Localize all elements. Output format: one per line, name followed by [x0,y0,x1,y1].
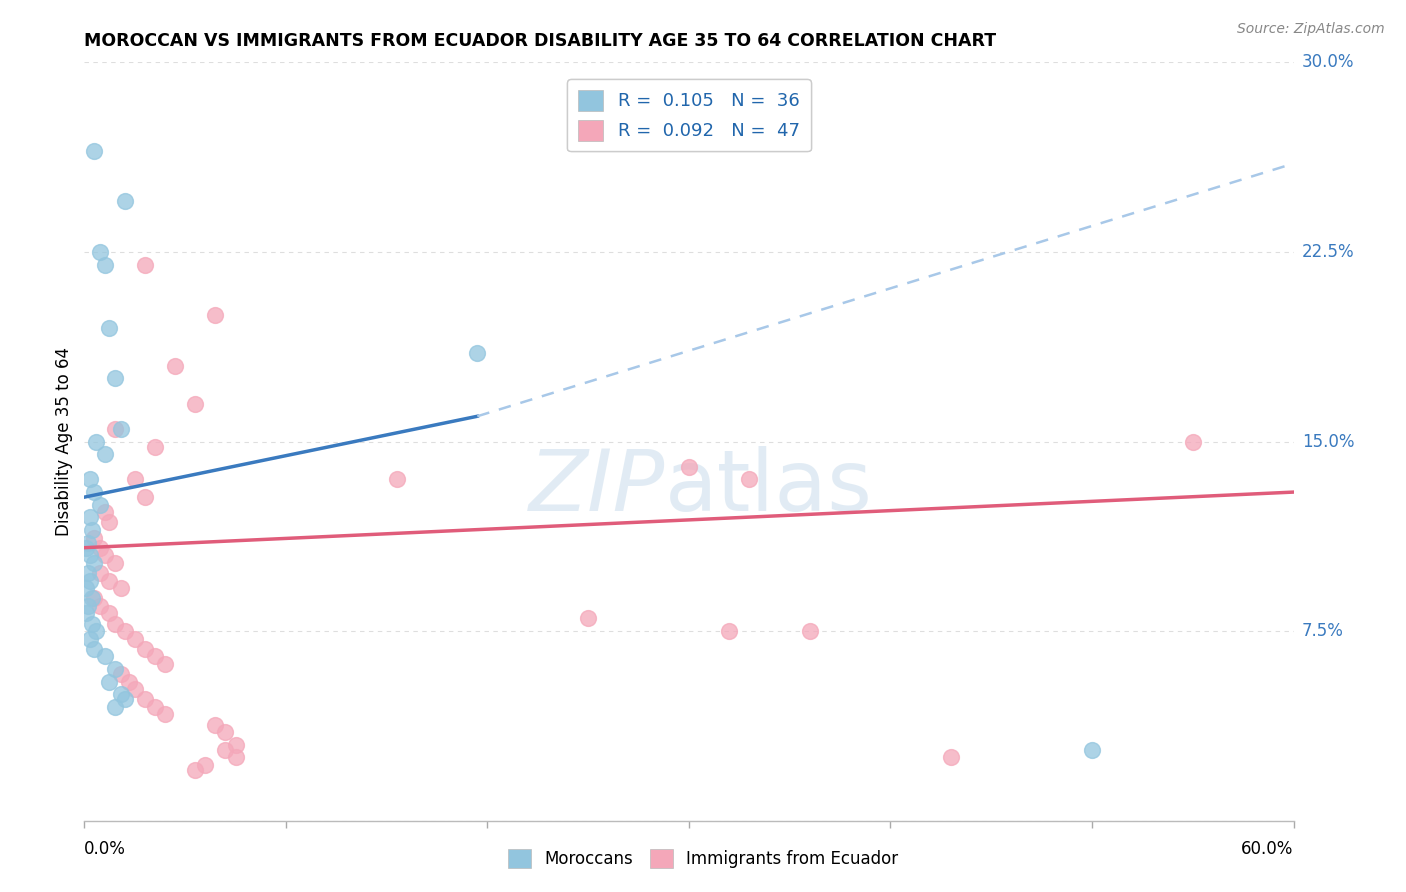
Point [467,346,489,360]
Point [114,194,136,209]
Text: 60.0%: 60.0% [1241,839,1294,857]
Point [89,498,111,512]
Point [97,516,120,530]
Point [939,750,962,764]
Point [143,649,166,664]
Point [83,641,105,656]
Point [83,591,105,606]
Point [97,574,120,588]
Point [75,581,97,595]
Point [97,607,120,621]
Point [110,667,132,681]
Point [204,308,226,322]
Point [110,581,132,595]
Point [214,725,236,739]
Text: 7.5%: 7.5% [1302,622,1344,640]
Point [77,535,100,549]
Point [82,523,104,537]
Point [134,490,156,504]
Point [83,485,105,500]
Point [184,763,207,777]
Point [89,541,111,555]
Point [104,556,127,570]
Point [83,531,105,545]
Point [718,624,741,639]
Point [82,616,104,631]
Text: Source: ZipAtlas.com: Source: ZipAtlas.com [1237,22,1385,37]
Point [75,607,97,621]
Point [143,699,166,714]
Y-axis label: Disability Age 35 to 64: Disability Age 35 to 64 [55,347,73,536]
Legend: R =  0.105   N =  36, R =  0.092   N =  47: R = 0.105 N = 36, R = 0.092 N = 47 [567,79,811,152]
Point [93,447,115,461]
Point [153,657,176,671]
Point [134,258,156,272]
Point [194,758,217,772]
Point [1081,743,1104,757]
Text: MOROCCAN VS IMMIGRANTS FROM ECUADOR DISABILITY AGE 35 TO 64 CORRELATION CHART: MOROCCAN VS IMMIGRANTS FROM ECUADOR DISA… [84,32,997,50]
Point [79,473,101,487]
Point [124,473,146,487]
Text: atlas: atlas [665,445,873,529]
Point [124,682,146,697]
Point [104,422,127,436]
Text: 30.0%: 30.0% [1302,54,1354,71]
Point [77,599,100,613]
Point [86,434,108,449]
Point [89,599,111,613]
Point [82,591,104,606]
Point [114,624,136,639]
Point [77,566,100,580]
Point [143,440,166,454]
Point [83,144,105,158]
Point [79,548,101,563]
Text: 22.5%: 22.5% [1302,243,1354,261]
Point [79,632,101,646]
Point [104,371,127,385]
Point [97,674,120,689]
Point [225,738,247,752]
Point [93,649,115,664]
Point [114,692,136,706]
Point [79,510,101,524]
Point [97,320,120,334]
Legend: Moroccans, Immigrants from Ecuador: Moroccans, Immigrants from Ecuador [501,842,905,875]
Point [678,459,700,474]
Point [576,611,599,625]
Point [93,548,115,563]
Point [118,674,141,689]
Point [89,566,111,580]
Point [738,473,761,487]
Point [93,258,115,272]
Point [110,422,132,436]
Point [799,624,821,639]
Point [104,616,127,631]
Point [93,505,115,519]
Point [184,396,207,410]
Text: 0.0%: 0.0% [84,839,127,857]
Point [89,244,111,259]
Point [204,717,226,731]
Text: ZIP: ZIP [529,445,665,529]
Point [134,692,156,706]
Point [134,641,156,656]
Point [153,707,176,722]
Point [1181,434,1204,449]
Text: 15.0%: 15.0% [1302,433,1354,450]
Point [75,541,97,555]
Point [104,699,127,714]
Point [79,574,101,588]
Point [124,632,146,646]
Point [385,473,408,487]
Point [104,662,127,676]
Point [83,556,105,570]
Point [110,687,132,701]
Point [214,743,236,757]
Point [165,359,187,373]
Point [225,750,247,764]
Point [86,624,108,639]
